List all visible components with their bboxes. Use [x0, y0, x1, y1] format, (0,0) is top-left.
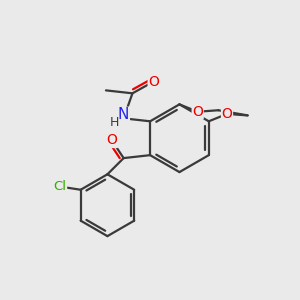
Text: N: N	[118, 107, 129, 122]
Text: O: O	[106, 134, 117, 147]
Text: O: O	[192, 105, 203, 119]
Text: O: O	[222, 107, 232, 121]
Text: O: O	[148, 74, 159, 88]
Text: H: H	[110, 116, 119, 129]
Text: Cl: Cl	[53, 180, 67, 193]
